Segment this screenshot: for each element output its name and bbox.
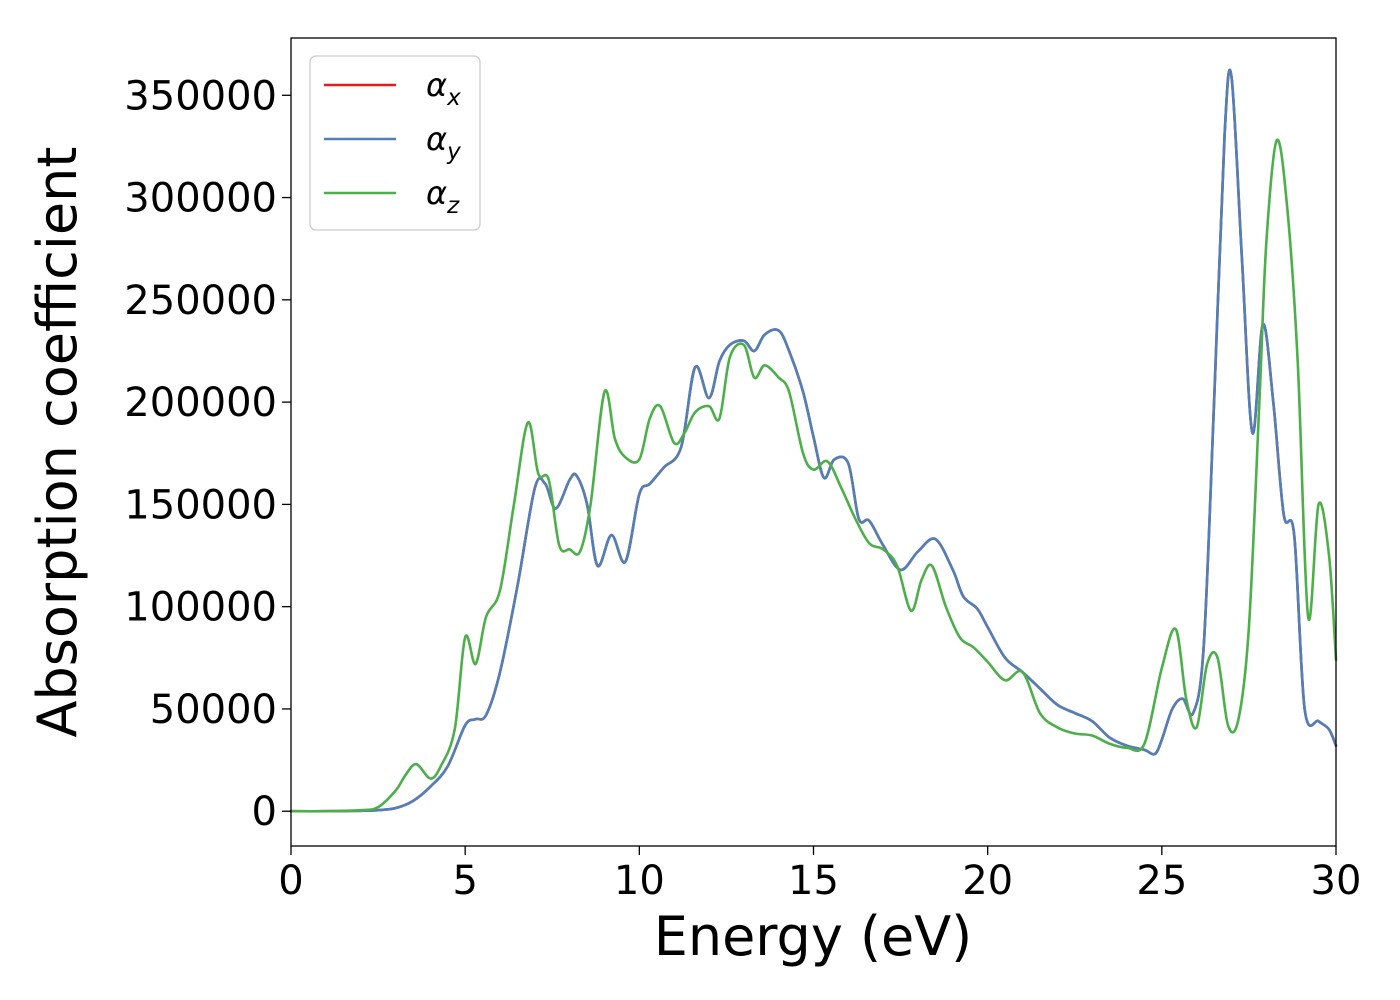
- series-line-alpha-y: [289, 68, 1338, 813]
- legend-box: [309, 55, 481, 231]
- y-tick-label: 250000: [124, 278, 277, 324]
- y-tick-label: 200000: [124, 380, 277, 426]
- legend-label-alpha-y: αy: [426, 120, 461, 165]
- y-tick-label: 150000: [124, 482, 277, 528]
- x-tick-label: 10: [614, 858, 665, 904]
- legend-label-alpha-x: αx: [426, 66, 461, 111]
- x-tick-label: 30: [1311, 858, 1362, 904]
- y-tick-label: 0: [252, 789, 277, 835]
- y-tick-label: 100000: [124, 585, 277, 631]
- y-axis-title: Absorption coefficient: [26, 147, 89, 738]
- x-axis-ticks: 0 5 10 15 20 25 30: [278, 846, 1361, 904]
- y-tick-label: 50000: [150, 687, 277, 733]
- x-tick-label: 15: [788, 858, 839, 904]
- x-tick-label: 20: [962, 858, 1013, 904]
- y-tick-label: 300000: [124, 176, 277, 222]
- x-tick-label: 25: [1136, 858, 1187, 904]
- x-tick-label: 5: [452, 858, 477, 904]
- y-tick-label: 350000: [124, 73, 277, 119]
- x-axis-title: Energy (eV): [654, 905, 973, 968]
- legend-label-alpha-z: αz: [426, 174, 460, 219]
- series-lines: [289, 68, 1338, 813]
- y-axis-ticks: 0 50000 100000 150000 200000 250000 300000 3500…: [124, 73, 291, 835]
- legend: αx αy αz: [309, 55, 481, 231]
- legend-items: αx αy αz: [324, 66, 461, 219]
- x-tick-label: 0: [278, 858, 303, 904]
- series-line-alpha-z: [289, 138, 1338, 813]
